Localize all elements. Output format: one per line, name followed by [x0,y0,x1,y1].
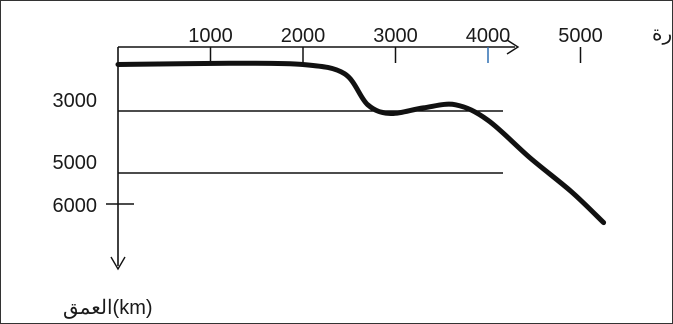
x-tick-label: 3000 [373,25,418,47]
y-tick-label: 6000 [53,195,98,217]
y-tick-label: 3000 [53,90,98,112]
x-axis-title: درجة الحرارة [652,23,673,45]
temperature-depth-curve [115,60,607,226]
x-tick-label: 1000 [188,25,233,47]
x-axis-arrow [506,39,520,55]
y-tick-label: 5000 [53,152,98,174]
y-axis-arrow [110,256,126,271]
x-tick-label: 2000 [281,25,326,47]
y-axis-title: العمق(km) [63,297,153,319]
x-tick-label: 4000 [466,25,511,47]
x-tick-label: 5000 [558,25,603,47]
